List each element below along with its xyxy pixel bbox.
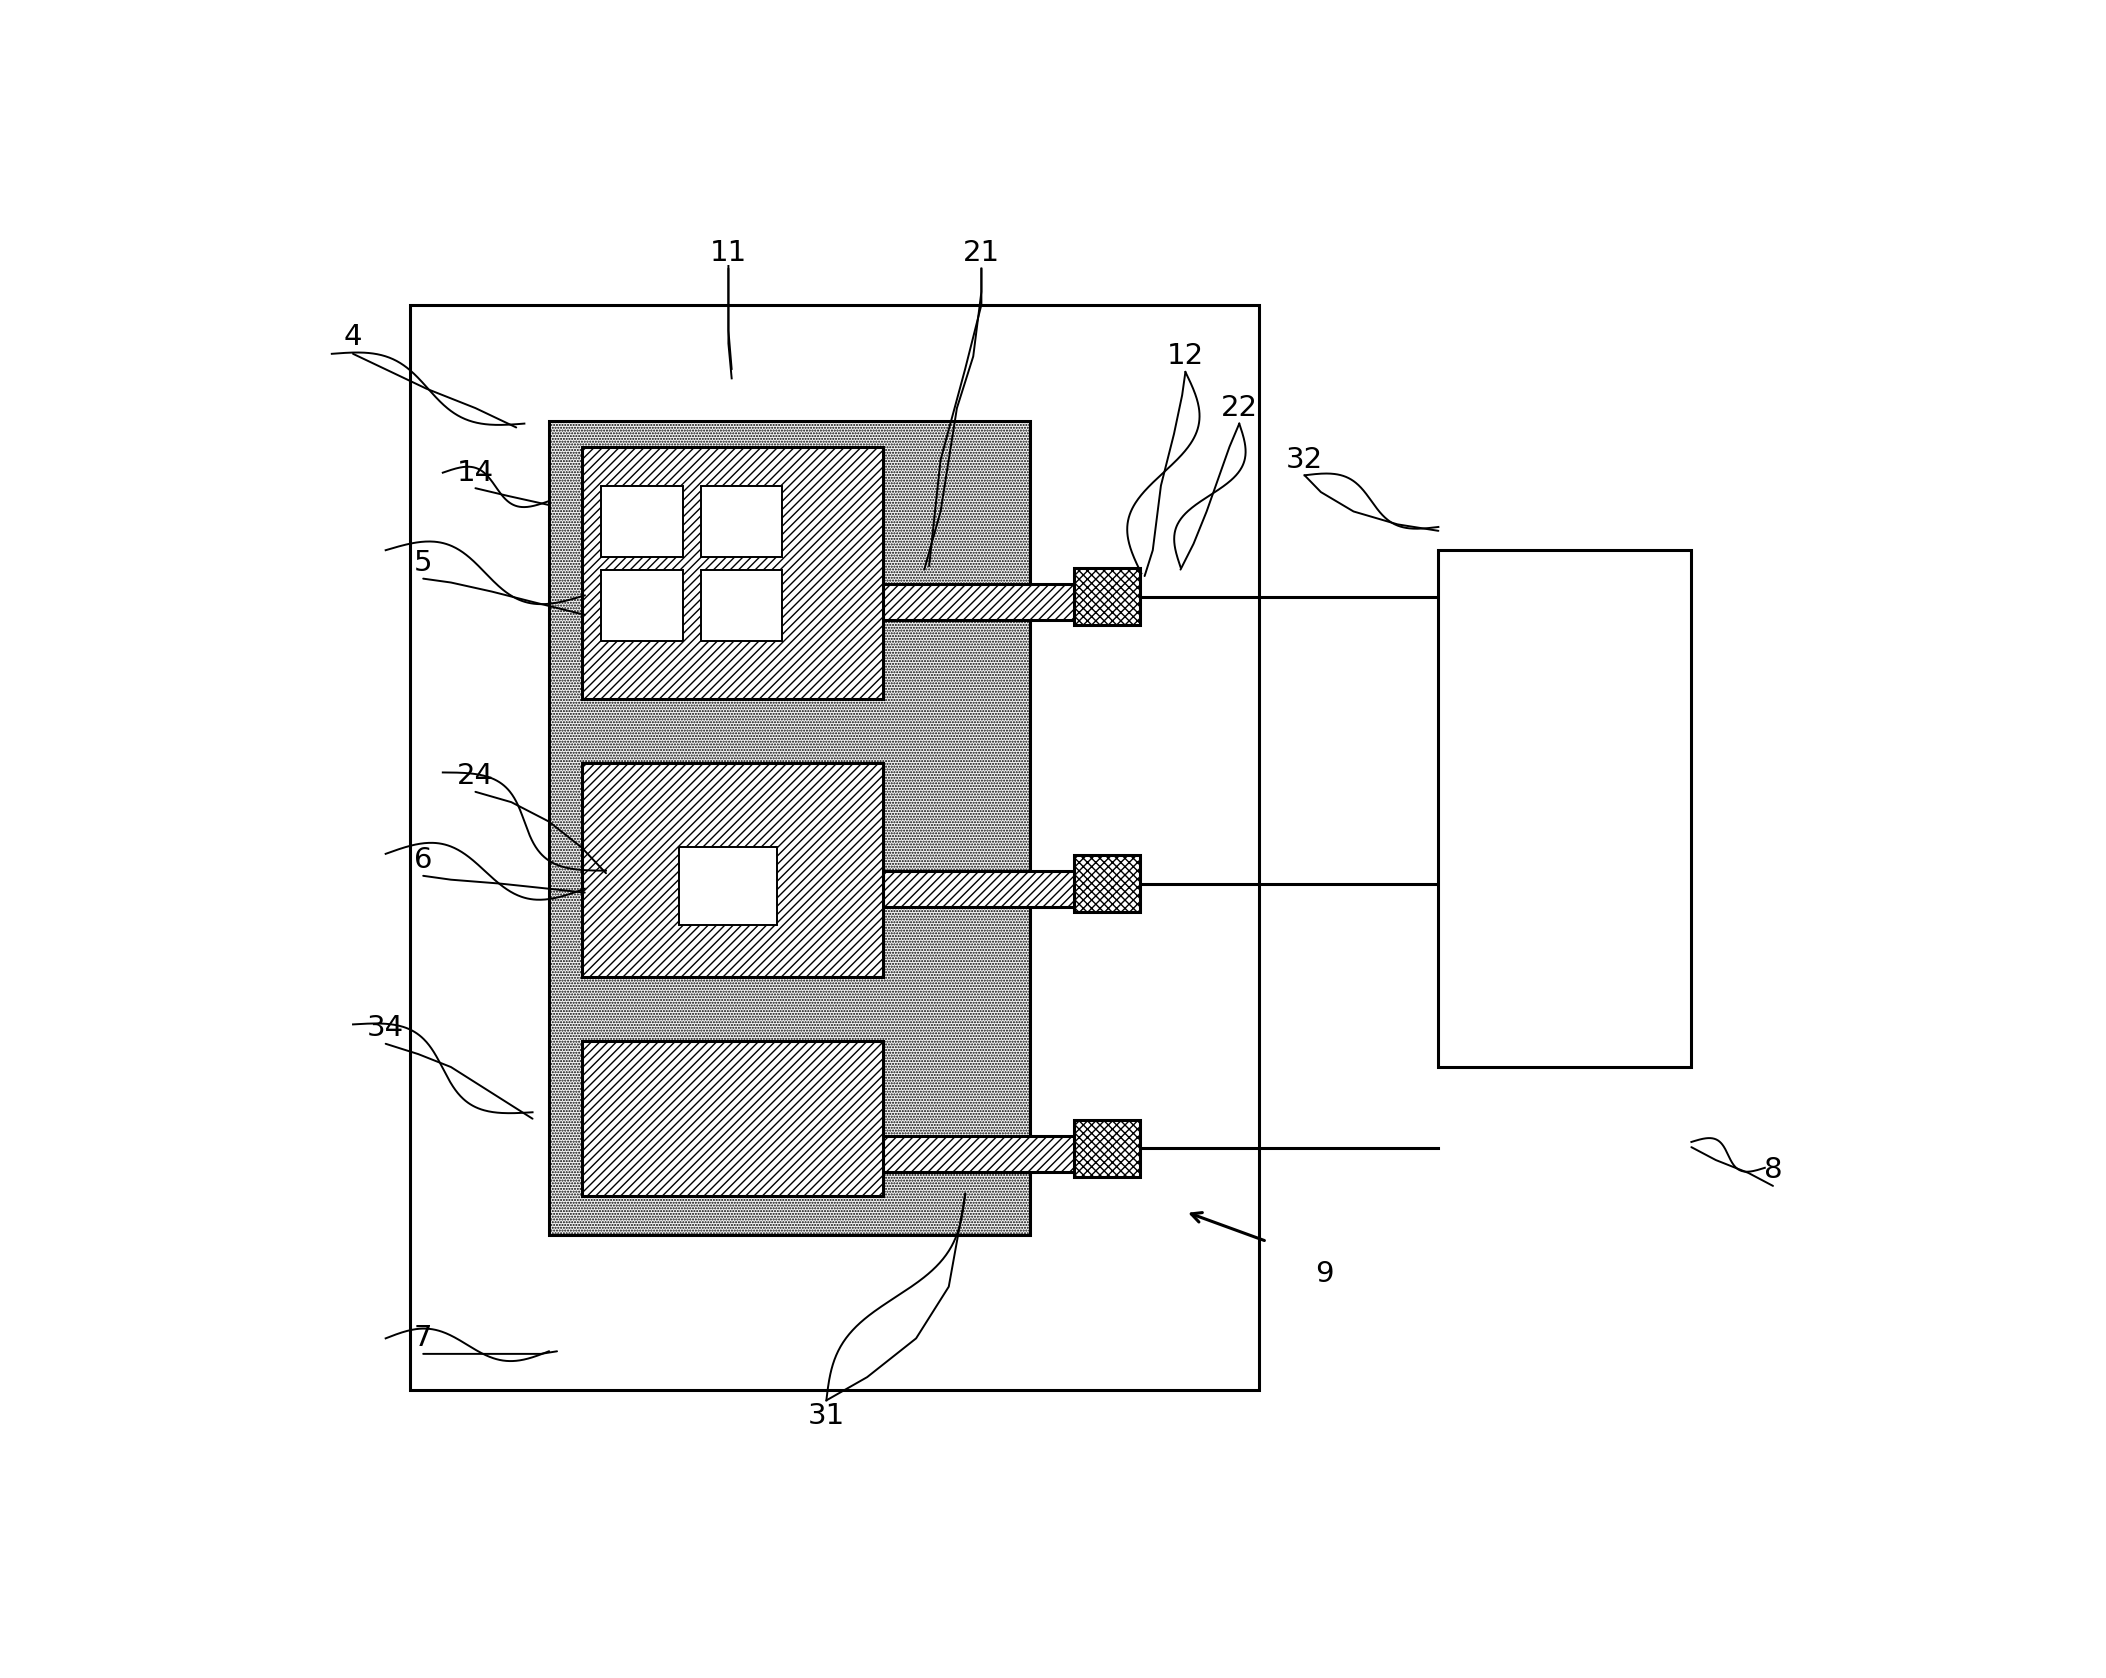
Bar — [581, 763, 885, 977]
Text: 5: 5 — [415, 549, 432, 577]
Text: 8: 8 — [1763, 1156, 1782, 1185]
Bar — [1438, 550, 1691, 1067]
Bar — [885, 1136, 1087, 1171]
Text: 32: 32 — [1287, 446, 1323, 473]
Bar — [550, 421, 1030, 1235]
Text: 34: 34 — [366, 1014, 404, 1042]
Text: 12: 12 — [1167, 342, 1205, 371]
Bar — [701, 485, 781, 557]
Bar — [680, 847, 777, 925]
Bar — [581, 1040, 885, 1196]
Text: 21: 21 — [962, 238, 1000, 267]
Bar — [885, 584, 1087, 619]
Text: 4: 4 — [343, 324, 362, 351]
Bar — [581, 446, 885, 698]
Bar — [600, 485, 682, 557]
Text: 6: 6 — [415, 846, 432, 874]
Bar — [701, 569, 781, 641]
Text: 7: 7 — [415, 1324, 432, 1352]
Text: 31: 31 — [809, 1401, 845, 1430]
Bar — [1074, 856, 1139, 913]
Bar — [885, 871, 1087, 906]
Text: 9: 9 — [1314, 1260, 1333, 1287]
Bar — [1074, 569, 1139, 626]
Bar — [1074, 1119, 1139, 1176]
Bar — [600, 569, 682, 641]
Text: 22: 22 — [1221, 394, 1257, 423]
Bar — [411, 305, 1259, 1389]
Text: 24: 24 — [457, 762, 495, 790]
Text: 14: 14 — [457, 458, 495, 487]
Text: 11: 11 — [710, 238, 748, 267]
